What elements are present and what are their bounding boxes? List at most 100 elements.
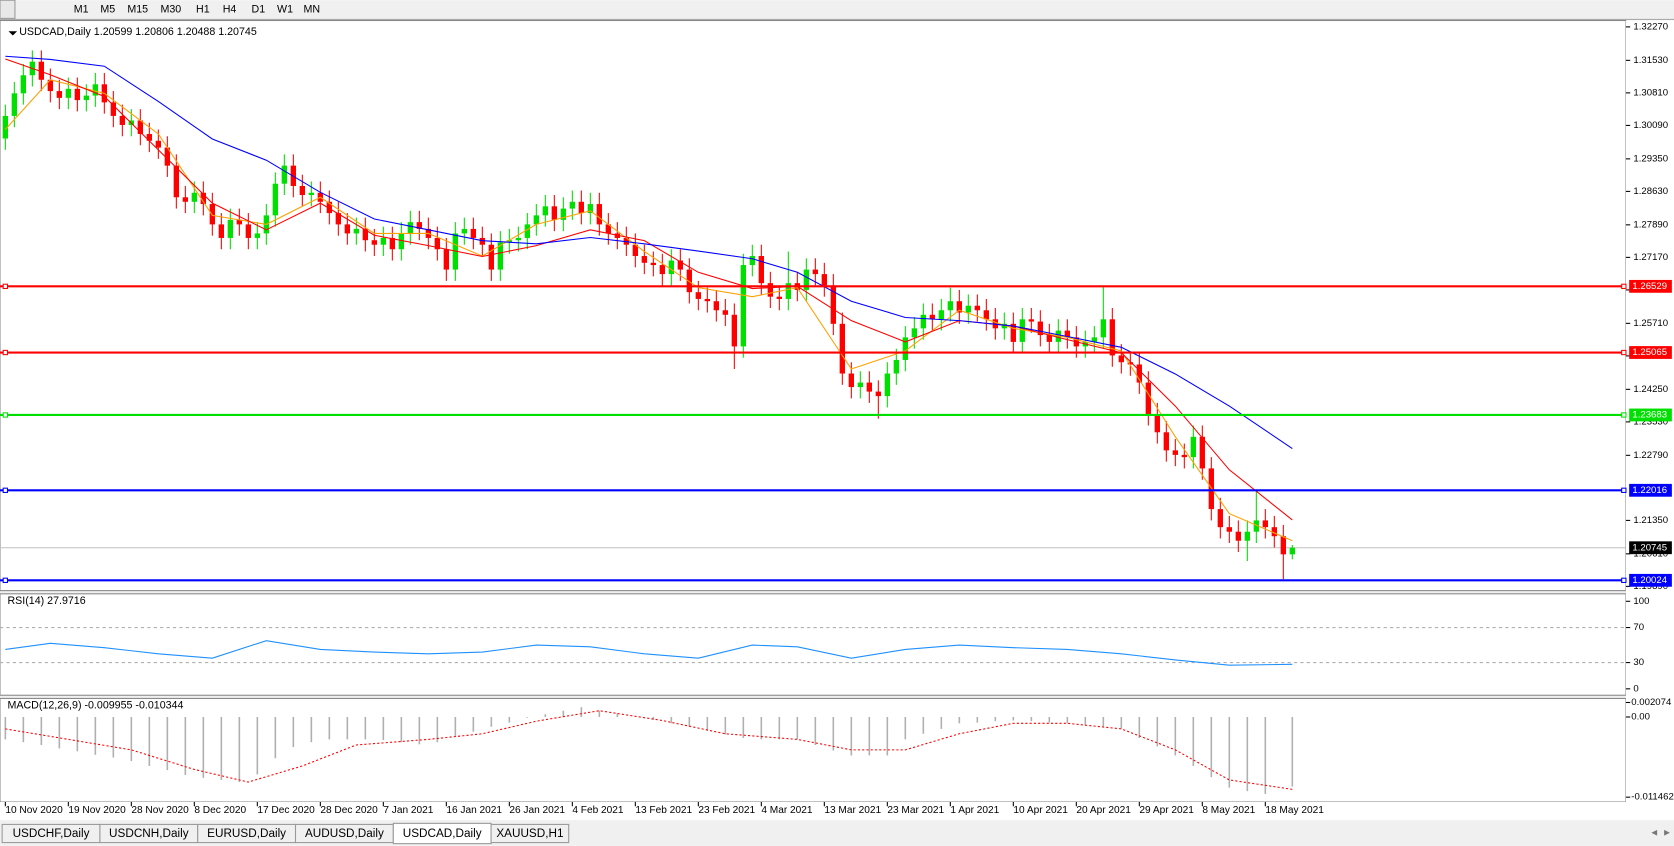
candle-body <box>173 165 180 198</box>
candle-body <box>164 147 171 166</box>
level-handle[interactable] <box>1621 349 1627 356</box>
candle-body <box>2 115 9 139</box>
toolbar-icon[interactable] <box>21 2 60 18</box>
timeframe-label[interactable]: M1 <box>74 4 89 16</box>
chart-tab-label[interactable]: XAUUSD,H1 <box>496 827 563 840</box>
candle-body <box>254 233 261 238</box>
level-handle[interactable] <box>2 487 9 493</box>
chart-tab-label[interactable]: USDCAD,Daily <box>403 827 482 840</box>
timeframe-button[interactable] <box>95 1 121 18</box>
candle-body <box>344 224 351 234</box>
level-handle[interactable] <box>1621 577 1627 583</box>
candle-body <box>1046 335 1052 342</box>
timeframe-button[interactable] <box>68 1 94 18</box>
candle-body <box>830 285 836 324</box>
price-tick-label: 1.21350 <box>1633 515 1668 526</box>
candle-body <box>1289 547 1295 555</box>
candle-body <box>524 224 531 238</box>
timeframe-button[interactable] <box>190 1 216 18</box>
timeframe-label[interactable]: M15 <box>127 4 148 16</box>
timeframe-label[interactable]: M5 <box>100 4 115 16</box>
timeframe-button[interactable] <box>272 1 298 18</box>
chart-title: USDCAD,Daily 1.20599 1.20806 1.20488 1.2… <box>19 26 257 38</box>
time-tick-label: 29 Apr 2021 <box>1139 805 1194 816</box>
price-tick-label: 1.24250 <box>1633 384 1668 395</box>
candle-body <box>893 359 899 374</box>
candle-body <box>974 305 980 311</box>
toolbar-icon[interactable] <box>0 0 16 19</box>
chart-tab-label[interactable]: USDCHF,Daily <box>13 827 90 840</box>
level-handle[interactable] <box>2 577 9 583</box>
timeframe-label[interactable]: H4 <box>223 4 237 16</box>
candle-body <box>1244 531 1250 541</box>
rsi-line <box>5 640 1293 666</box>
candle-body <box>857 382 863 388</box>
candle-body <box>506 240 513 243</box>
time-tick-label: 20 Apr 2021 <box>1076 805 1131 816</box>
candle-body <box>821 274 827 286</box>
time-tick-label: 8 Dec 2020 <box>194 805 246 816</box>
timeframe-label[interactable]: MN <box>303 4 320 16</box>
level-handle[interactable] <box>1621 283 1627 290</box>
candle-body <box>461 228 468 234</box>
chart-tab-label[interactable]: USDCNH,Daily <box>109 827 189 840</box>
candle-body <box>695 292 701 299</box>
candle-body <box>200 192 207 205</box>
candle-body <box>470 228 477 238</box>
price-tick-label: 1.28630 <box>1633 186 1668 197</box>
chart-tab-label[interactable]: EURUSD,Daily <box>207 827 286 840</box>
candle-body <box>731 314 737 347</box>
macd-signal-line <box>5 710 1293 790</box>
timeframe-button[interactable] <box>216 1 243 18</box>
price-tick-label: 1.32270 <box>1633 21 1668 32</box>
price-tick-label: 1.27170 <box>1633 252 1668 263</box>
candle-body <box>533 215 540 225</box>
candle-body <box>407 222 414 234</box>
rsi-label: RSI(14) 27.9716 <box>7 595 85 607</box>
timeframe-label[interactable]: D1 <box>252 4 266 16</box>
level-handle[interactable] <box>2 412 9 418</box>
candle-body <box>776 296 782 299</box>
timeframe-button[interactable] <box>154 1 187 18</box>
candle-body <box>47 79 54 92</box>
time-tick-label: 8 May 2021 <box>1202 805 1255 816</box>
rsi-tick-label: 30 <box>1633 657 1644 668</box>
candle-body <box>83 95 90 101</box>
chart-tab[interactable] <box>490 823 570 844</box>
candle-body <box>740 265 746 347</box>
candle-body <box>1118 355 1124 363</box>
time-tick-label: 1 Apr 2021 <box>950 805 999 816</box>
level-handle[interactable] <box>2 283 9 290</box>
time-tick-label: 26 Jan 2021 <box>509 805 565 816</box>
chart-tab-label[interactable]: AUDUSD,Daily <box>305 827 384 840</box>
timeframe-button[interactable] <box>121 1 154 18</box>
rsi-tick-label: 100 <box>1633 596 1649 607</box>
timeframe-button[interactable] <box>298 1 325 18</box>
level-handle[interactable] <box>1621 487 1627 493</box>
candle-body <box>479 237 486 245</box>
candle-body <box>92 84 99 96</box>
candle-body <box>326 201 333 214</box>
candle-body <box>11 93 18 116</box>
timeframe-button[interactable] <box>245 1 272 18</box>
candle-body <box>1253 520 1259 532</box>
candle-body <box>659 265 665 275</box>
timeframe-label[interactable]: M30 <box>160 4 181 16</box>
scroll-right[interactable]: ► <box>1662 827 1672 838</box>
time-tick-label: 19 Nov 2020 <box>68 805 126 816</box>
level-price-box <box>1629 346 1672 359</box>
level-handle[interactable] <box>1621 412 1627 418</box>
candle-body <box>1109 319 1115 356</box>
macd-pane <box>0 697 1627 803</box>
level-handle[interactable] <box>2 349 9 356</box>
time-tick-label: 13 Mar 2021 <box>824 805 881 816</box>
timeframe-label[interactable]: H1 <box>196 4 210 16</box>
time-tick-label: 18 May 2021 <box>1265 805 1324 816</box>
scroll-left[interactable]: ◄ <box>1649 827 1659 838</box>
candle-body <box>74 88 81 101</box>
candle-body <box>749 256 755 266</box>
candle-body <box>299 185 306 196</box>
timeframe-label[interactable]: W1 <box>277 4 293 16</box>
collapse-arrow[interactable] <box>8 31 18 36</box>
time-tick-label: 28 Dec 2020 <box>320 805 378 816</box>
